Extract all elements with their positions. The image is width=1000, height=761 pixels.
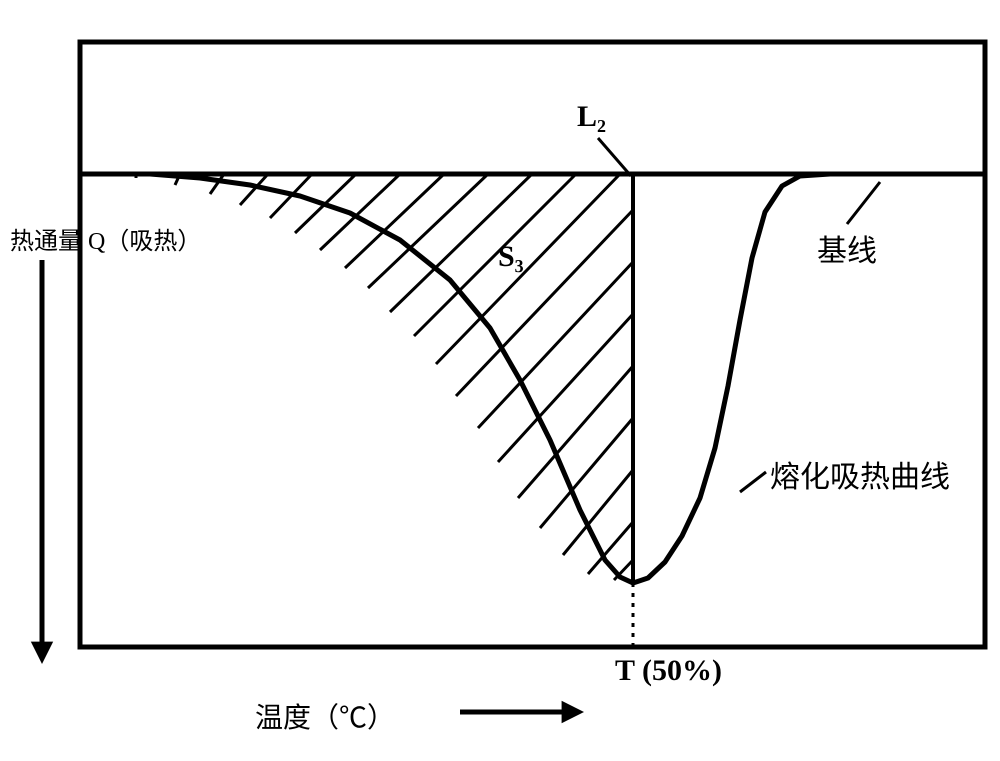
melting-curve-label: 熔化吸热曲线 — [770, 452, 950, 496]
chart-svg — [0, 0, 1000, 761]
l2-label: L₂ — [577, 100, 606, 134]
t50-label: T (50%) — [615, 654, 722, 688]
dsc-diagram: 热通量 Q（吸热） 温度（℃） L₂ 基线 熔化吸热曲线 S₃ T (50%) — [0, 0, 1000, 761]
s3-region-label: S₃ — [498, 240, 524, 274]
x-axis-label: 温度（℃） — [255, 696, 395, 736]
y-axis-label: 热通量 Q（吸热） — [10, 230, 34, 255]
baseline-label: 基线 — [817, 226, 877, 270]
